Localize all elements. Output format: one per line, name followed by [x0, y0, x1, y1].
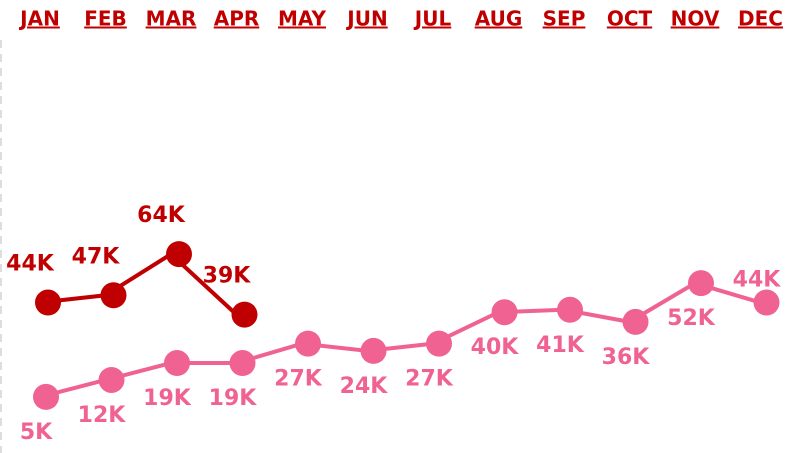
month-header: JUN	[345, 7, 387, 31]
data-point	[229, 350, 256, 377]
data-point	[35, 289, 61, 316]
data-label: 5K	[20, 420, 53, 445]
data-label: 27K	[405, 367, 454, 392]
data-point	[164, 350, 190, 377]
data-label: 52K	[667, 306, 716, 331]
data-label: 39K	[203, 264, 252, 289]
series-line	[39, 280, 762, 399]
data-point	[166, 241, 192, 268]
data-label: 64K	[137, 203, 186, 228]
data-label: 19K	[143, 386, 192, 411]
data-label: 47K	[72, 244, 121, 269]
data-point	[231, 301, 258, 328]
series-line	[39, 251, 238, 317]
data-label: 12K	[78, 403, 127, 428]
data-point	[491, 299, 518, 326]
data-point	[100, 282, 127, 309]
month-header: AUG	[475, 7, 523, 31]
month-header: NOV	[671, 7, 720, 31]
data-label: 36K	[602, 345, 651, 370]
month-header: OCT	[607, 7, 653, 31]
month-header: MAR	[146, 7, 197, 31]
month-header: APR	[214, 7, 260, 31]
month-header: MAY	[278, 7, 326, 31]
month-header: JUL	[413, 7, 452, 31]
data-point	[557, 296, 583, 323]
month-header: SEP	[543, 7, 586, 31]
data-point	[688, 270, 714, 297]
data-label: 41K	[536, 333, 585, 358]
data-point	[33, 383, 59, 410]
month-header: FEB	[84, 7, 127, 31]
data-point	[98, 366, 125, 393]
data-label: 24K	[340, 374, 389, 399]
data-point	[360, 337, 387, 364]
data-point	[426, 330, 452, 357]
data-label: 44K	[733, 268, 782, 293]
data-point	[295, 330, 321, 357]
data-label: 27K	[274, 367, 323, 392]
data-label: 44K	[6, 252, 55, 277]
month-header: JAN	[18, 7, 60, 31]
data-label: 19K	[209, 386, 258, 411]
data-label: 40K	[471, 335, 520, 360]
month-header: DEC	[738, 7, 783, 31]
data-point	[622, 308, 649, 335]
data-point	[753, 289, 780, 316]
